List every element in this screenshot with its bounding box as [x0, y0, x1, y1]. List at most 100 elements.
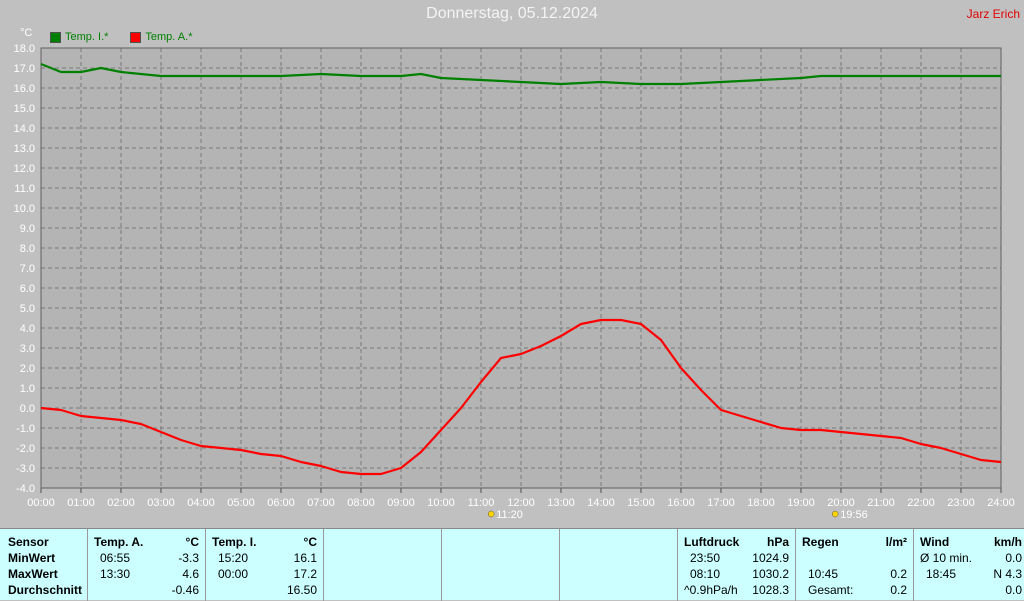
luftdruck-max-time: 08:10	[690, 567, 721, 581]
y-tick-label: 6.0	[20, 283, 35, 295]
temp-a-avg-value: -0.46	[171, 583, 199, 597]
x-tick-label: 15:00	[627, 497, 655, 509]
y-tick-label: 15.0	[14, 103, 35, 115]
brand-label: Jarz Erich	[966, 7, 1020, 21]
stats-row-avg-label: Durchschnitt	[8, 583, 83, 597]
stats-col-empty-2	[442, 529, 560, 601]
legend-item-temp-a: Temp. A.*	[130, 31, 192, 43]
temp-a-header: Temp. A.	[94, 535, 144, 549]
marker-label: 19:56	[840, 509, 868, 521]
luftdruck-min-time: 23:50	[690, 551, 721, 565]
regen-header: Regen	[802, 535, 839, 549]
x-tick-label: 05:00	[227, 497, 255, 509]
regen-unit: l/m²	[885, 535, 907, 549]
stats-panel: Sensor MinWert MaxWert Durchschnitt Temp…	[0, 528, 1024, 601]
x-tick-label: 17:00	[707, 497, 735, 509]
stats-col-wind: Wind km/h Ø 10 min. 0.0 18:45 N 4.3 0.0	[914, 529, 1024, 601]
x-tick-label: 19:00	[787, 497, 815, 509]
stats-col-regen: Regen l/m² 10:45 0.2 Gesamt: 0.2	[796, 529, 914, 601]
y-tick-label: 16.0	[14, 83, 35, 95]
x-tick-label: 12:00	[507, 497, 535, 509]
temperature-chart: 18.0 17.0 16.0 15.0 14.0 13.0 12.0 11.0 10.0 9.0 8…	[14, 27, 1015, 521]
y-tick-label: 9.0	[20, 223, 35, 235]
chart-area: 18.0 17.0 16.0 15.0 14.0 13.0 12.0 11.0 10.0 9.0 8…	[13, 27, 1015, 521]
sunrise-icon	[487, 510, 495, 518]
wind-min-label: Ø 10 min.	[920, 551, 973, 565]
sunset-icon	[831, 510, 839, 518]
chart-legend: Temp. I.* Temp. A.*	[50, 31, 192, 43]
luftdruck-max-value: 1030.2	[752, 567, 789, 581]
x-tick-label: 01:00	[67, 497, 95, 509]
x-tick-label: 16:00	[667, 497, 695, 509]
regen-max-value: 0.2	[890, 567, 907, 581]
legend-label-temp-i: Temp. I.*	[65, 31, 109, 43]
stats-col-luftdruck: Luftdruck hPa 23:50 1024.9 08:10 1030.2 …	[678, 529, 796, 601]
x-tick-label: 23:00	[947, 497, 975, 509]
legend-swatch-temp-a	[130, 31, 142, 43]
temp-i-avg-value: 16.50	[286, 583, 317, 597]
x-tick-label: 04:00	[187, 497, 215, 509]
y-tick-label: 8.0	[20, 243, 35, 255]
x-tick-label: 02:00	[107, 497, 135, 509]
legend-label-temp-a: Temp. A.*	[145, 31, 193, 43]
x-tick-label: 09:00	[387, 497, 415, 509]
y-axis-label: °C	[20, 27, 32, 39]
x-tick-label: 13:00	[547, 497, 575, 509]
wind-max-value: N 4.3	[993, 567, 1022, 581]
x-tick-label: 08:00	[347, 497, 375, 509]
stats-col-temp-a: Temp. A. °C 06:55 -3.3 13:30 4.6 -0.46	[88, 529, 206, 601]
regen-total-value: 0.2	[890, 583, 907, 597]
x-tick-label: 10:00	[427, 497, 455, 509]
x-tick-label: 18:00	[747, 497, 775, 509]
y-tick-label: 12.0	[14, 163, 35, 175]
luftdruck-header: Luftdruck	[684, 535, 740, 549]
y-tick-label: 17.0	[14, 63, 35, 75]
y-tick-label: -3.0	[16, 463, 35, 475]
x-tick-label: 14:00	[587, 497, 615, 509]
stats-sensor-header: Sensor	[8, 535, 49, 549]
y-tick-label: 11.0	[14, 183, 35, 195]
legend-item-temp-i: Temp. I.*	[50, 31, 108, 43]
stats-col-empty-3	[560, 529, 678, 601]
y-tick-label: 7.0	[20, 263, 35, 275]
temp-a-unit: °C	[185, 535, 199, 549]
y-tick-label: 10.0	[14, 203, 35, 215]
y-tick-label: 4.0	[20, 323, 35, 335]
series-line-temp-i	[40, 62, 1001, 86]
plot-frame	[40, 47, 1002, 489]
temp-a-min-value: -3.3	[178, 551, 199, 565]
y-tick-label: 18.0	[14, 43, 35, 55]
temp-a-max-time: 13:30	[100, 567, 131, 581]
x-tick-label: 21:00	[867, 497, 895, 509]
x-tick-label: 22:00	[907, 497, 935, 509]
stats-col-sensor: Sensor MinWert MaxWert Durchschnitt	[0, 529, 88, 601]
temp-i-min-time: 15:20	[218, 551, 249, 565]
x-tick-label: 00:00	[27, 497, 55, 509]
regen-max-time: 10:45	[808, 567, 839, 581]
y-tick-label: 2.0	[20, 363, 35, 375]
wind-avg-value: 0.0	[1005, 583, 1022, 597]
temp-i-min-value: 16.1	[293, 551, 317, 565]
marker-label: 11:20	[496, 509, 523, 521]
y-tick-label: 3.0	[20, 343, 35, 355]
y-tick-label: 0.0	[20, 403, 35, 415]
temp-i-unit: °C	[303, 535, 317, 549]
temp-i-max-value: 17.2	[293, 567, 317, 581]
regen-total-label: Gesamt:	[808, 583, 854, 597]
x-tick-label: 11:00	[468, 497, 495, 509]
wind-max-time: 18:45	[926, 567, 957, 581]
y-tick-label: -4.0	[16, 483, 35, 495]
temp-i-max-time: 00:00	[218, 567, 249, 581]
stats-row-max-label: MaxWert	[8, 567, 58, 581]
stats-row-min-label: MinWert	[8, 551, 56, 565]
x-tick-label: 06:00	[267, 497, 295, 509]
luftdruck-min-value: 1024.9	[752, 551, 789, 565]
x-tick-label: 20:00	[827, 497, 855, 509]
temp-i-header: Temp. I.	[212, 535, 257, 549]
x-tick-label: 07:00	[307, 497, 335, 509]
series-line-temp-a	[40, 318, 1002, 476]
y-tick-label: -1.0	[16, 423, 35, 435]
x-tick-label: 03:00	[147, 497, 175, 509]
y-tick-label: 14.0	[14, 123, 35, 135]
temp-a-min-time: 06:55	[100, 551, 131, 565]
